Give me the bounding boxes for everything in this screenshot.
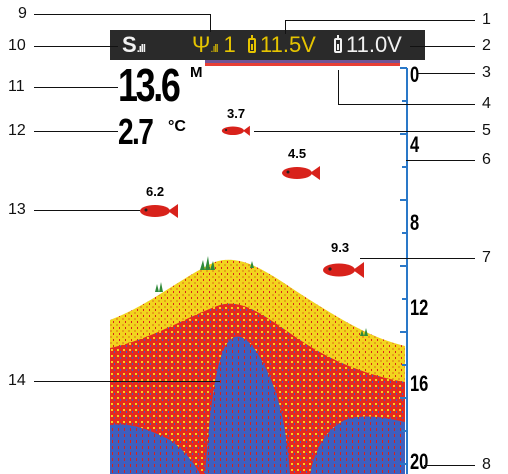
- leader-line: [34, 381, 220, 383]
- sonar-signal-indicator: S.ıll: [122, 32, 146, 57]
- leader-line: [34, 46, 118, 48]
- callout-10: 10: [8, 37, 26, 54]
- callout-11: 11: [8, 78, 25, 95]
- battery-voltage-2: 11.0V: [334, 33, 402, 57]
- callout-6: 6: [482, 151, 491, 168]
- leader-line: [34, 210, 140, 212]
- leader-line: [34, 131, 118, 133]
- fish-icon: [323, 262, 364, 278]
- callout-2: 2: [482, 37, 491, 54]
- temperature-unit: °C: [168, 118, 186, 135]
- weed-cluster: [200, 256, 215, 270]
- fish-depth-label: 3.7: [227, 106, 246, 121]
- battery-voltage-1: 11.5V: [248, 33, 316, 57]
- callout-14: 14: [8, 372, 26, 389]
- gps-indicator: Ψ.ıll 1: [192, 33, 236, 61]
- scale-label: 4: [410, 132, 420, 157]
- leader-line: [424, 465, 475, 467]
- gps-satellite-count: 1: [223, 32, 236, 57]
- scale-label: 0: [410, 62, 420, 87]
- battery-icon: [248, 35, 256, 53]
- callout-1: 1: [482, 11, 491, 28]
- callout-12: 12: [8, 122, 26, 139]
- fish-icon: [140, 204, 178, 218]
- leader-line: [34, 14, 210, 16]
- signal-bars-icon: .ıll: [136, 43, 146, 55]
- callout-9: 9: [18, 5, 27, 22]
- fish-depth-label: 9.3: [331, 240, 350, 255]
- bottom-blue-core: [205, 336, 290, 474]
- battery-icon: [334, 35, 342, 53]
- fish-depth-label: 4.5: [288, 146, 307, 161]
- leader-line: [210, 14, 212, 32]
- callout-13: 13: [8, 201, 26, 218]
- leader-line: [406, 160, 475, 162]
- callout-5: 5: [482, 122, 491, 139]
- fish-icon: [282, 166, 320, 180]
- leader-line: [410, 46, 475, 48]
- callout-3: 3: [482, 64, 491, 81]
- scale-label: 8: [410, 210, 420, 235]
- scale-label: 12: [410, 295, 429, 320]
- fish-icon: [221, 125, 250, 136]
- leader-line: [360, 258, 475, 260]
- leader-line: [285, 20, 287, 34]
- leader-line: [285, 20, 475, 22]
- callout-4: 4: [482, 95, 491, 112]
- depth-unit: M: [190, 64, 203, 81]
- gps-bars-icon: .ıll: [210, 43, 218, 55]
- scale-label: 20: [410, 449, 429, 474]
- temperature-readout: 2.7: [118, 111, 154, 152]
- leader-line: [254, 131, 475, 133]
- scale-ticks: [400, 67, 407, 465]
- callout-8: 8: [482, 456, 491, 473]
- status-bar: S.ıll Ψ.ıll 1 11.5V 11.0V: [110, 30, 425, 60]
- scale-label: 16: [410, 371, 429, 396]
- leader-line: [338, 70, 340, 104]
- depth-readout: 13.6: [118, 59, 181, 111]
- callout-7: 7: [482, 249, 491, 266]
- leader-line: [418, 73, 475, 75]
- leader-line: [34, 87, 118, 89]
- leader-line: [338, 104, 475, 106]
- antenna-icon: Ψ: [192, 32, 211, 57]
- fish-depth-label: 6.2: [146, 184, 165, 199]
